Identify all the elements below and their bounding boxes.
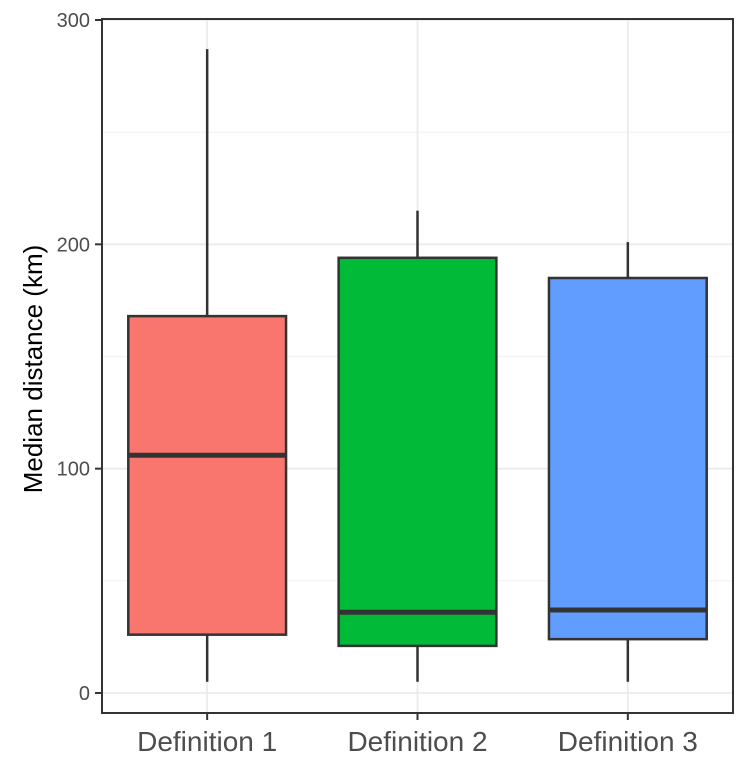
y-tick-label: 100	[57, 459, 90, 481]
x-tick-label: Definition 3	[558, 726, 698, 757]
box-series	[127, 49, 708, 682]
box-group	[547, 242, 708, 682]
y-axis-title: Median distance (km)	[18, 245, 48, 494]
box	[337, 256, 498, 648]
x-tick-label: Definition 2	[347, 726, 487, 757]
box	[127, 314, 288, 636]
y-tick-label: 200	[57, 234, 90, 256]
box-group	[337, 210, 498, 682]
box	[547, 276, 708, 641]
box-group	[127, 49, 288, 682]
y-tick-label: 300	[57, 10, 90, 32]
x-tick-label: Definition 1	[137, 726, 277, 757]
axes: 0 100 200 300 Definition 1 Definition 2 Defini…	[57, 10, 734, 757]
y-tick-label: 0	[79, 683, 90, 705]
